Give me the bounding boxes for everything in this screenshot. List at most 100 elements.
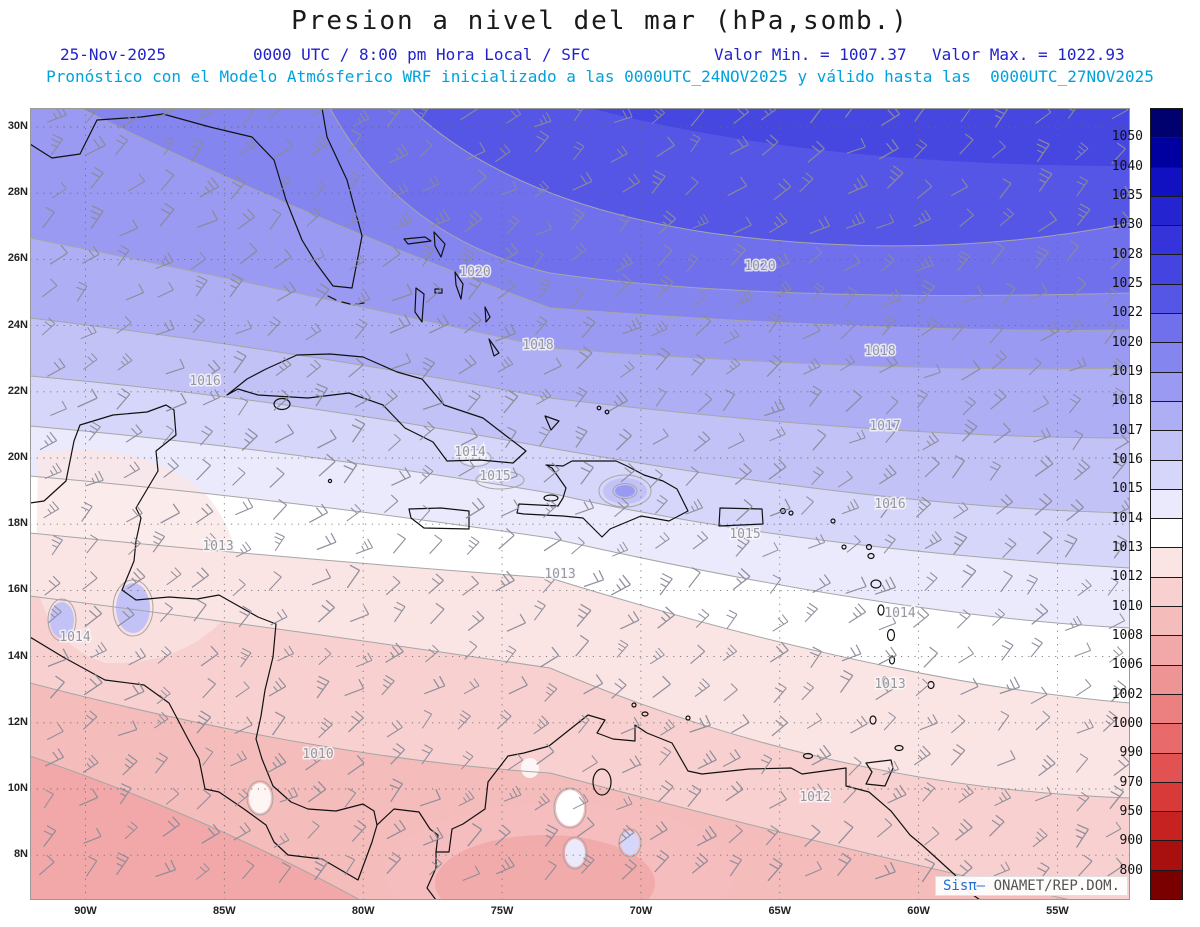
isobar-label: 1010 xyxy=(302,747,333,762)
wind-barb-icon xyxy=(196,710,212,734)
wind-barb-icon xyxy=(154,752,168,774)
wind-barb-icon xyxy=(82,571,98,591)
wind-barb-icon xyxy=(275,357,292,377)
wind-barb-icon xyxy=(997,710,1010,731)
wind-barb-icon xyxy=(1074,142,1089,161)
wind-barb-icon xyxy=(914,108,928,122)
wind-barb-icon xyxy=(311,108,329,117)
wind-barb-icon xyxy=(534,180,549,198)
wind-barb-icon xyxy=(310,135,329,157)
wind-barb-icon xyxy=(994,108,1008,128)
wind-barb-icon xyxy=(769,498,791,517)
wind-barb-icon xyxy=(278,175,291,194)
wind-barb-icon xyxy=(771,715,788,737)
lon-tick-label: 70W xyxy=(629,905,653,917)
wind-barb-icon xyxy=(1033,427,1051,443)
wind-barb-icon xyxy=(495,824,511,846)
wind-barb-icon xyxy=(533,600,546,621)
colorbar-segment xyxy=(1151,489,1182,520)
wind-barb-icon xyxy=(314,383,328,407)
isobar-ring xyxy=(598,474,652,508)
wind-barb-icon xyxy=(570,207,585,230)
wind-barb-icon xyxy=(725,781,744,802)
wind-barb-icon xyxy=(874,861,896,880)
wind-barb-icon xyxy=(729,854,743,877)
wind-barb-icon xyxy=(385,575,401,596)
wind-barb-icon xyxy=(962,285,984,304)
wind-barb-icon xyxy=(116,387,131,410)
isobar-ring xyxy=(553,787,587,829)
wind-barb-icon xyxy=(196,209,218,229)
wind-barb-icon xyxy=(1104,321,1118,345)
wind-barb-icon xyxy=(163,458,179,478)
colorbar-segment xyxy=(1151,870,1182,900)
coast-isle-of-youth xyxy=(273,397,291,411)
wind-barb-icon xyxy=(429,314,450,334)
wind-barb-icon xyxy=(649,821,668,841)
wind-barb-icon xyxy=(38,854,55,876)
wind-barb-icon xyxy=(316,532,337,551)
wind-barb-icon xyxy=(880,495,894,519)
wind-barb-icon xyxy=(922,782,935,802)
wind-barb-icon xyxy=(583,674,604,695)
wind-barb-icon xyxy=(1075,753,1089,773)
wind-barb-icon xyxy=(837,852,852,877)
wind-barb-icon xyxy=(386,851,402,875)
wind-barb-icon xyxy=(804,824,821,848)
wind-barb-icon xyxy=(731,243,747,266)
wind-barb-icon xyxy=(807,140,825,163)
forecast-date: 25-Nov-2025 xyxy=(60,45,166,64)
wind-barb-icon xyxy=(616,796,633,811)
wind-barb-icon xyxy=(950,714,966,734)
colorbar-tick: 970 xyxy=(1119,774,1143,790)
wind-barb-icon xyxy=(85,856,98,877)
lon-tick-label: 85W xyxy=(213,905,236,917)
wind-barb-icon xyxy=(762,542,779,558)
wind-barb-icon xyxy=(733,216,752,234)
colorbar-segment xyxy=(1151,343,1182,373)
wind-barb-icon xyxy=(962,396,976,416)
colorbar-tick: 1010 xyxy=(1111,598,1143,614)
wind-barb-icon xyxy=(83,710,98,730)
wind-barb-icon xyxy=(923,364,941,379)
wind-barb-icon xyxy=(386,108,401,128)
colorbar-tick: 1015 xyxy=(1111,481,1143,497)
wind-barb-icon xyxy=(878,646,897,665)
wind-barb-icon xyxy=(425,282,442,304)
wind-barb-icon xyxy=(760,754,773,775)
wind-barb-icon xyxy=(1066,499,1084,522)
wind-barb-icon xyxy=(77,388,98,408)
wind-barb-icon xyxy=(735,534,750,557)
wind-barb-icon xyxy=(388,143,409,164)
wind-barb-icon xyxy=(961,419,978,442)
coastlines xyxy=(30,108,981,900)
wind-barb-icon xyxy=(847,174,868,195)
wind-barb-icon xyxy=(419,421,435,441)
isobar-ring xyxy=(612,483,638,499)
wind-barb-icon xyxy=(769,641,789,663)
wind-barb-icon xyxy=(114,134,129,156)
wind-barb-icon xyxy=(269,467,285,488)
wind-barb-icon xyxy=(125,283,145,301)
wind-barb-icon xyxy=(1072,430,1084,451)
lon-tick-label: 55W xyxy=(1046,905,1069,917)
wind-barb-icon xyxy=(924,826,940,846)
wind-barb-icon xyxy=(86,534,99,554)
wind-barb-icon xyxy=(844,108,859,118)
wind-barb-icon xyxy=(923,646,939,668)
wind-barb-icon xyxy=(1111,387,1124,407)
wind-barb-icon xyxy=(846,535,861,553)
wind-barb-icon xyxy=(239,242,258,265)
wind-barb-icon xyxy=(989,323,1003,344)
wind-barb-icon xyxy=(387,433,401,452)
wind-barb-icon xyxy=(655,347,671,371)
isobar-label: 1018 xyxy=(864,344,895,359)
wind-barb-icon xyxy=(687,784,702,807)
wind-barb-icon xyxy=(267,752,287,774)
wind-barb-icon xyxy=(125,424,143,443)
coast-trinidad xyxy=(865,759,894,787)
wind-barb-icon xyxy=(115,852,130,876)
wind-barb-icon xyxy=(272,498,288,520)
wind-barb-icon xyxy=(163,135,175,156)
wind-barb-icon xyxy=(49,244,69,265)
